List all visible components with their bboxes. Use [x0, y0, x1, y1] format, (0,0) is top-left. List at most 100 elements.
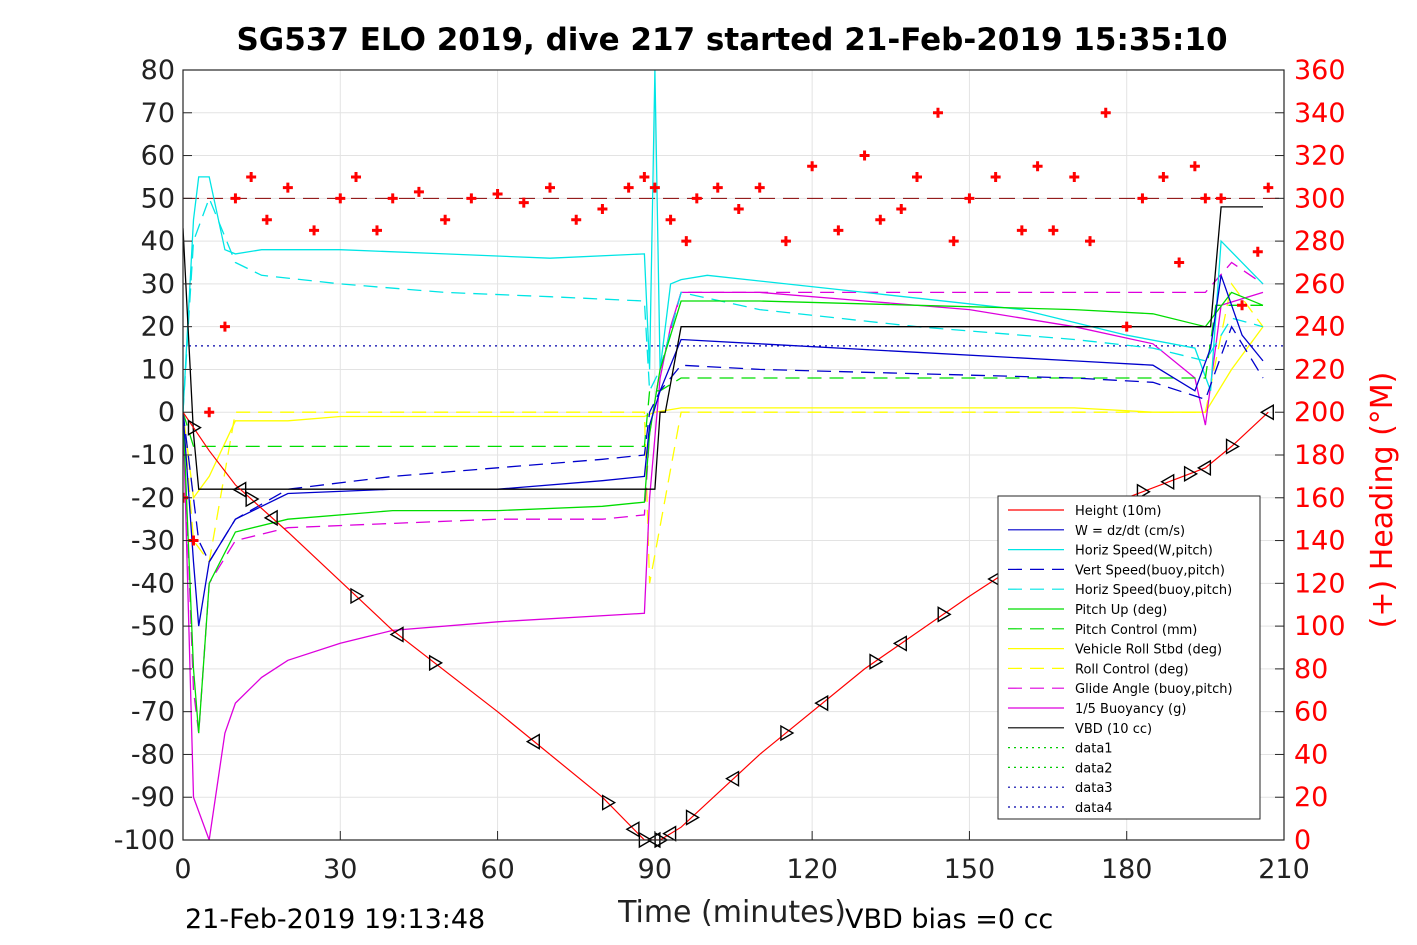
series-line-7 [183, 326, 1264, 500]
y2-tick-label: 220 [1294, 354, 1346, 385]
y-tick-label: -10 [131, 440, 175, 471]
heading-point [859, 150, 870, 161]
dive-marker [232, 481, 247, 498]
legend-label: Horiz Speed(buoy,pitch) [1075, 583, 1232, 598]
y-tick-label: -100 [114, 825, 175, 856]
heading-point [833, 225, 844, 236]
legend-box [997, 495, 1261, 820]
y2-tick-label: 280 [1294, 226, 1346, 257]
y-tick-label: -70 [131, 697, 175, 728]
heading-point [649, 182, 660, 193]
legend-label: Vehicle Roll Stbd (deg) [1075, 643, 1222, 658]
heading-point [1216, 193, 1227, 204]
dive-marker [263, 509, 278, 527]
heading-point [712, 182, 723, 193]
heading-point [440, 214, 451, 225]
footer-timestamp: 21-Feb-2019 19:13:48 [185, 904, 485, 935]
legend-label: data3 [1075, 781, 1113, 796]
heading-point [807, 161, 818, 172]
heading-point [230, 193, 241, 204]
heading-point [219, 321, 230, 332]
x-tick-label: 210 [1258, 854, 1310, 885]
dive-marker [725, 770, 740, 787]
heading-point [1032, 161, 1043, 172]
heading-point [754, 182, 765, 193]
x-tick-label: 0 [174, 854, 191, 885]
y2-tick-label: 120 [1294, 568, 1346, 599]
heading-point [261, 214, 272, 225]
legend-label: data2 [1075, 761, 1113, 776]
heading-point [518, 197, 529, 208]
chart-title: SG537 ELO 2019, dive 217 started 21-Feb-… [236, 22, 1227, 58]
legend-label: Height (10m) [1075, 504, 1161, 519]
dive-marker [685, 809, 700, 826]
heading-point [204, 407, 215, 418]
heading-point [639, 171, 650, 182]
x-tick-label: 120 [786, 854, 838, 885]
heading-point [1016, 225, 1027, 236]
footer-vbd-bias: VBD bias =0 cc [845, 904, 1053, 935]
y-axis-left-ticks: 80 70 60 50 40 30 20 10 0 -10 -20 -30 -40 -50 -60 -70 -8… [114, 55, 192, 856]
dive-marker [814, 694, 829, 712]
heading-point [1069, 171, 1080, 182]
legend-label: W = dz/dt (cm/s) [1075, 524, 1185, 539]
x-tick-label: 180 [1101, 854, 1153, 885]
dive-marker [662, 825, 677, 842]
y2-tick-label: 320 [1294, 141, 1346, 172]
heading-point [733, 204, 744, 215]
heading-point [681, 236, 692, 247]
heading-point [948, 236, 959, 247]
dive-markers [187, 404, 1274, 849]
dive-marker [1259, 404, 1274, 421]
heading-point [1100, 107, 1111, 118]
y-tick-label: -90 [131, 782, 175, 813]
y2-axis-label: (+) Heading (°M) [1365, 372, 1400, 629]
dive-marker [245, 490, 260, 508]
y-tick-label: 30 [141, 269, 175, 300]
heading-point [875, 214, 886, 225]
y-tick-label: -50 [131, 611, 175, 642]
legend-label: Pitch Up (deg) [1075, 603, 1167, 618]
y-tick-label: 70 [141, 98, 175, 129]
y2-tick-label: 140 [1294, 526, 1346, 557]
y-tick-label: -80 [131, 739, 175, 770]
heading-point [990, 171, 1001, 182]
heading-point [387, 193, 398, 204]
y-tick-label: 20 [141, 312, 175, 343]
heading-point [1189, 161, 1200, 172]
dive-marker [1225, 438, 1240, 455]
series-line-11 [183, 206, 1263, 490]
legend: Height (10m) W = dz/dt (cm/s) Horiz Speed(… [997, 495, 1261, 820]
y-tick-label: 50 [141, 183, 175, 214]
heading-point [571, 214, 582, 225]
heading-point [413, 186, 424, 197]
heading-point [1174, 257, 1185, 268]
x-axis-ticks: 0 30 60 90 120 150 180 210 [174, 831, 1310, 885]
heading-point [282, 182, 293, 193]
y2-tick-label: 300 [1294, 183, 1346, 214]
y-tick-label: 10 [141, 354, 175, 385]
heading-point [466, 193, 477, 204]
heading-point [780, 236, 791, 247]
heading-point [1263, 182, 1274, 193]
y-tick-label: -30 [131, 526, 175, 557]
heading-point [492, 189, 503, 200]
heading-point [1085, 236, 1096, 247]
heading-point [912, 171, 922, 182]
y2-tick-label: 40 [1294, 739, 1328, 770]
dive-marker [1196, 459, 1212, 477]
heading-point [371, 225, 382, 236]
dive-marker [350, 587, 365, 605]
x-tick-label: 90 [638, 854, 672, 885]
y-tick-label: 60 [141, 141, 175, 172]
dive-marker [625, 821, 640, 838]
legend-label: Roll Control (deg) [1075, 662, 1189, 677]
y-axis-right-ticks: 3603403203002802602402202001801601401201… [1275, 55, 1346, 856]
x-tick-label: 150 [944, 854, 996, 885]
legend-label: Horiz Speed(W,pitch) [1075, 544, 1213, 559]
legend-label: data4 [1075, 801, 1113, 816]
dive-marker [1160, 473, 1175, 491]
dive-marker [601, 794, 617, 811]
legend-label: Pitch Control (mm) [1075, 623, 1197, 638]
series-line-5 [183, 291, 1264, 734]
